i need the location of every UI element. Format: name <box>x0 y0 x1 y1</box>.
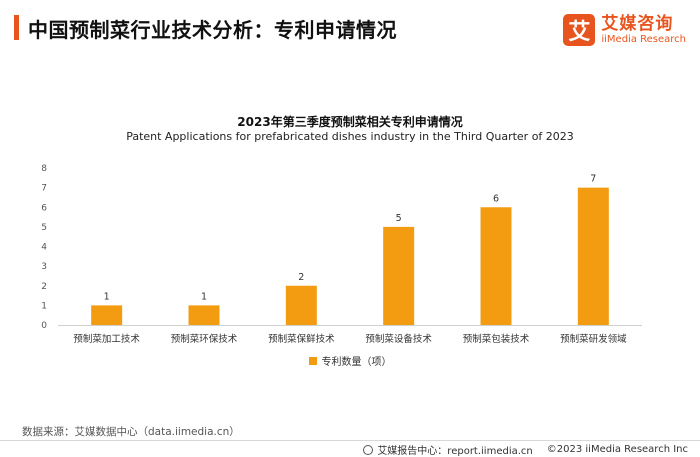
x-category-label: 预制菜加工技术 <box>73 333 140 345</box>
legend-label: 专利数量（项） <box>321 357 392 368</box>
copyright: ©2023 iiMedia Research Inc <box>546 444 688 455</box>
y-tick-label: 3 <box>41 262 47 272</box>
y-tick-label: 4 <box>41 243 47 253</box>
data-source: 数据来源：艾媒数据中心（data.iimedia.cn） <box>22 426 240 438</box>
data-label: 2 <box>298 272 304 283</box>
chart-title: 2023年第三季度预制菜相关专利申请情况 <box>237 115 463 129</box>
x-category-label: 预制菜研发领域 <box>560 333 627 345</box>
legend: 专利数量（项） <box>0 353 700 368</box>
bar <box>91 305 123 325</box>
data-label: 1 <box>104 291 110 302</box>
brand-text: 艾媒咨询 iiMedia Research <box>601 15 686 45</box>
x-category-label: 预制菜环保技术 <box>171 333 238 345</box>
x-category-label: 预制菜包装技术 <box>463 333 530 345</box>
y-tick-label: 1 <box>41 301 47 311</box>
title-accent-bar <box>14 15 19 40</box>
brand: 艾 艾媒咨询 iiMedia Research <box>563 14 686 46</box>
x-category-label: 预制菜设备技术 <box>365 333 432 345</box>
y-tick-label: 0 <box>41 321 47 331</box>
bar <box>383 226 415 325</box>
data-label: 6 <box>493 193 499 204</box>
brand-logo-icon: 艾 <box>563 14 596 46</box>
x-category-label: 预制菜保鲜技术 <box>268 333 335 345</box>
y-tick-label: 5 <box>41 223 47 233</box>
bar <box>480 207 512 325</box>
data-label: 5 <box>396 213 402 224</box>
chart-subtitle: Patent Applications for prefabricated di… <box>126 130 574 143</box>
report-center-link: 艾媒报告中心：report.iimedia.cn <box>377 446 533 457</box>
y-tick-label: 2 <box>41 282 47 292</box>
footer-divider <box>0 440 700 441</box>
brand-name-cn: 艾媒咨询 <box>601 14 674 35</box>
footer-info: 艾媒报告中心：report.iimedia.cn ©2023 iiMedia R… <box>363 442 688 457</box>
y-tick-label: 7 <box>41 184 47 194</box>
data-label: 7 <box>590 174 596 185</box>
bar <box>577 187 609 325</box>
page-title: 中国预制菜行业技术分析：专利申请情况 <box>28 18 397 42</box>
data-label: 1 <box>201 291 207 302</box>
brand-name-en: iiMedia Research <box>601 33 686 45</box>
bar <box>188 305 220 325</box>
legend-swatch <box>308 356 317 365</box>
report-center-icon <box>363 444 374 455</box>
y-tick-label: 6 <box>41 203 47 213</box>
y-tick-label: 8 <box>41 164 47 174</box>
bar <box>285 285 317 325</box>
